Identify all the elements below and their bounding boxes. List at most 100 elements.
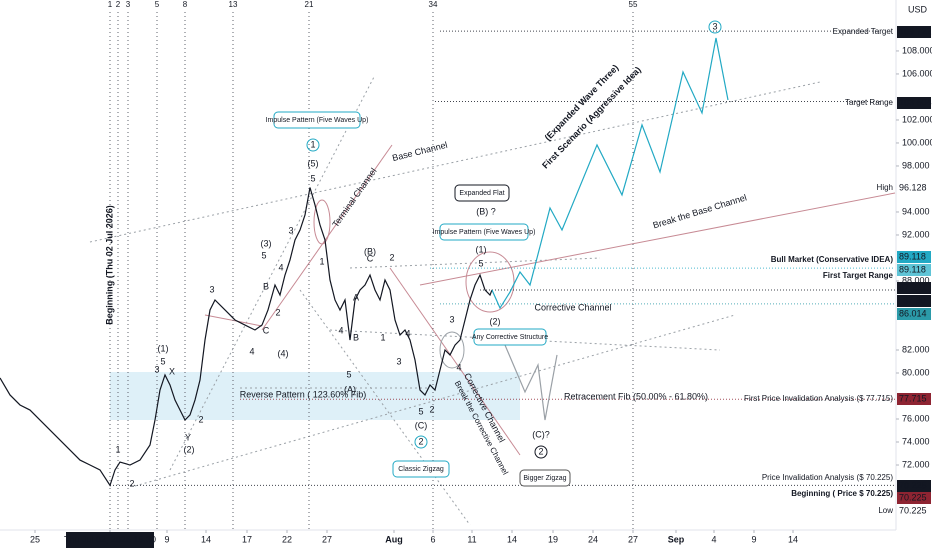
annotation-box (473, 328, 547, 346)
time-line-label: 13 (229, 0, 238, 9)
price-label: 89.118 (899, 251, 926, 261)
annotation: Expanded Target (833, 27, 894, 36)
annotation: (C) (415, 420, 428, 430)
x-tick-label: 14 (788, 534, 798, 544)
annotation: Reverse Pattern ( 123.60% Fib) (240, 389, 367, 399)
annotation: 3 (154, 364, 159, 374)
annotation: (A) (344, 384, 356, 394)
price-label: 70.225 (899, 492, 927, 502)
x-tick-label: 14 (507, 534, 517, 544)
currency: USD (908, 4, 928, 14)
annotation: 3 (712, 21, 717, 31)
x-tick-label: Aug (385, 534, 403, 544)
annotation: 2 (198, 414, 203, 424)
annotation: Expanded Flat (459, 190, 504, 197)
annotation-box (519, 469, 571, 487)
x-tick-label: 22 (282, 534, 292, 544)
x-tick-label: 6 (430, 534, 435, 544)
annotation: 2 (538, 446, 543, 456)
channel-line (299, 289, 471, 526)
y-tick-label: 108.000 (902, 45, 932, 55)
annotation: 3 (396, 356, 401, 366)
annotation: 5 (261, 250, 266, 260)
price-label-bg (897, 480, 931, 492)
annotation: 4 (338, 325, 343, 335)
annotation: Classic Zigzag (398, 466, 444, 473)
wave-circle (306, 138, 320, 152)
annotation: 1 (115, 444, 120, 454)
annotation: (C)? (532, 429, 550, 439)
price-label: 86.014 (899, 308, 927, 318)
x-tick-label: 27 (628, 534, 638, 544)
time-line-label: 1 (108, 0, 113, 9)
y-tick-label: 102.000 (902, 114, 932, 124)
annotation: First Target Range (823, 271, 894, 280)
annotation: Low (878, 506, 893, 515)
annotation: B (353, 332, 359, 342)
break-base-line (419, 192, 896, 286)
annotation: 1 (380, 332, 385, 342)
x-tick-label: 4 (711, 534, 716, 544)
y-tick-label: 106.000 (902, 68, 932, 78)
price-label: 109.722 (899, 26, 932, 36)
price-label-bg (897, 251, 931, 263)
annotation: Bull Market (Conservative IDEA) (771, 255, 894, 264)
annotation: Target Range (845, 98, 894, 107)
terminal-channel-line (261, 144, 393, 331)
annotation: 3 (209, 284, 214, 294)
annotation: (3) (261, 238, 272, 248)
annotation: 4 (405, 328, 410, 338)
highlight-circle (465, 251, 515, 313)
annotation: Beginning (Thu 02 Jul 2026) (104, 205, 114, 325)
time-line-label: 34 (429, 0, 438, 9)
annotation: 5 (418, 406, 423, 416)
annotation: X (169, 366, 175, 376)
price-label-bg (897, 492, 931, 504)
corrective-channel-line (389, 267, 521, 456)
annotation: (1) (158, 343, 169, 353)
price-label: 70.225 (899, 505, 927, 515)
x-tick-label: Sep (668, 534, 685, 544)
y-tick-label: 100.000 (902, 137, 932, 147)
projection-line (491, 37, 729, 310)
annotation: (B) ? (476, 206, 496, 216)
price-label: 96.128 (899, 182, 927, 192)
annotation: (1) (476, 244, 487, 254)
annotation-box (439, 223, 529, 241)
annotation: 2 (389, 252, 394, 262)
annotation: (5) (308, 158, 319, 168)
wave-circle (414, 435, 428, 449)
y-tick-label: 88.000 (902, 275, 930, 285)
annotation: 3 (449, 314, 454, 324)
annotation: High (877, 183, 893, 192)
x-tick-label: 19 (548, 534, 558, 544)
wave-circle (708, 20, 722, 34)
annotation: 4 (249, 346, 254, 356)
x-tick-label: 24 (588, 534, 598, 544)
annotation-box (392, 460, 450, 478)
price-label-bg (897, 282, 931, 294)
x-tick-label: 14 (201, 534, 211, 544)
time-line-label: 3 (126, 0, 131, 9)
annotation: 2 (418, 436, 423, 446)
price-label: 70.225 (899, 480, 927, 490)
annotation: 2 (429, 404, 434, 414)
annotation: 4 (278, 262, 283, 272)
x-tick-label: 9 (164, 534, 169, 544)
annotation: 5 (478, 258, 483, 268)
projection-line (504, 344, 558, 421)
annotation: (2) (490, 316, 501, 326)
annotation: 5 (160, 356, 165, 366)
annotation: 2 (129, 478, 134, 488)
annotation: (4) (278, 348, 289, 358)
annotation: Any Corrective Structure (472, 334, 548, 341)
annotation: Price Invalidation Analysis ($ 70.225) (762, 473, 894, 482)
annotation: Beginning ( Price $ 70.225) (791, 489, 893, 498)
x-tick-label: 25 (30, 534, 40, 544)
time-line-label: 21 (305, 0, 314, 9)
annotation: Y (185, 432, 191, 442)
time-line-label: 5 (155, 0, 160, 9)
annotation: 5 (346, 369, 351, 379)
price-label-bg (897, 308, 931, 320)
